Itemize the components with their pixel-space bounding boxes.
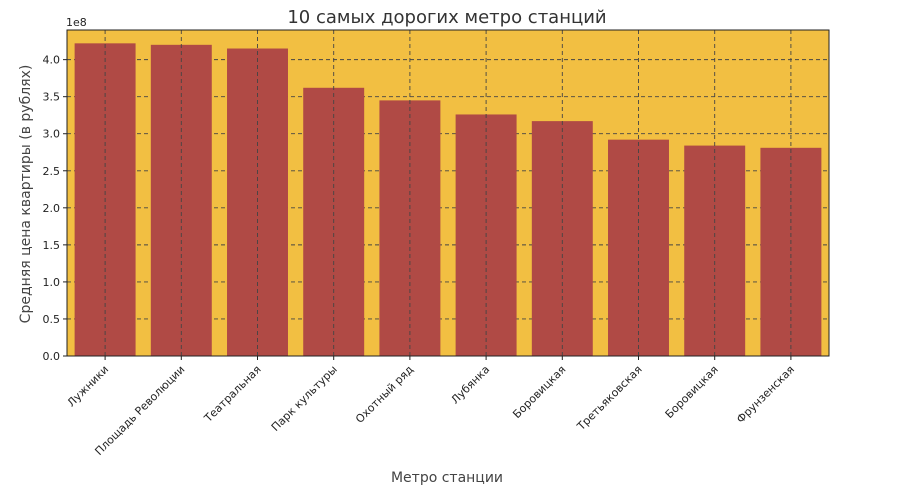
bar (531, 121, 593, 356)
y-tick-label: 2.0 (43, 202, 61, 215)
x-tick-label: Фрунзенская (734, 363, 797, 426)
x-tick-label: Охотный ряд (353, 363, 416, 426)
y-tick-label: 1.0 (43, 276, 61, 289)
x-axis-label: Метро станции (391, 470, 503, 486)
y-tick-label: 4.0 (43, 54, 61, 67)
x-tick-label: Боровицкая (510, 363, 568, 421)
y-tick-label: 2.5 (43, 165, 61, 178)
vertical-grid-lines (104, 30, 792, 356)
x-tick-label: Лужники (65, 363, 112, 410)
x-tick-label: Театральная (201, 363, 264, 426)
x-tick-label: Парк культуры (269, 363, 340, 434)
y-multiplier-label: 1e8 (66, 16, 87, 29)
bar (760, 147, 822, 356)
x-tick-label: Третьяковская (574, 363, 645, 434)
x-tick-label: Площадь Революции (92, 363, 187, 458)
x-tick-label: Боровицкая (663, 363, 721, 421)
y-tick-label: 0.0 (43, 350, 61, 363)
plot-frame (66, 29, 830, 357)
x-tick-label: Лубянка (449, 363, 493, 407)
y-tick-label: 3.5 (43, 91, 61, 104)
y-tick-label: 1.5 (43, 239, 61, 252)
y-tick-label: 3.0 (43, 128, 61, 141)
y-axis-label: Средняя цена квартиры (в рублях) (18, 65, 34, 324)
y-axis-ticks: 0.0 0.5 1.0 1.5 2.0 2.5 3.0 3.5 4.0 (43, 54, 67, 363)
y-tick-label: 0.5 (43, 313, 61, 326)
chart-title: 10 самых дорогих метро станций (287, 7, 606, 28)
